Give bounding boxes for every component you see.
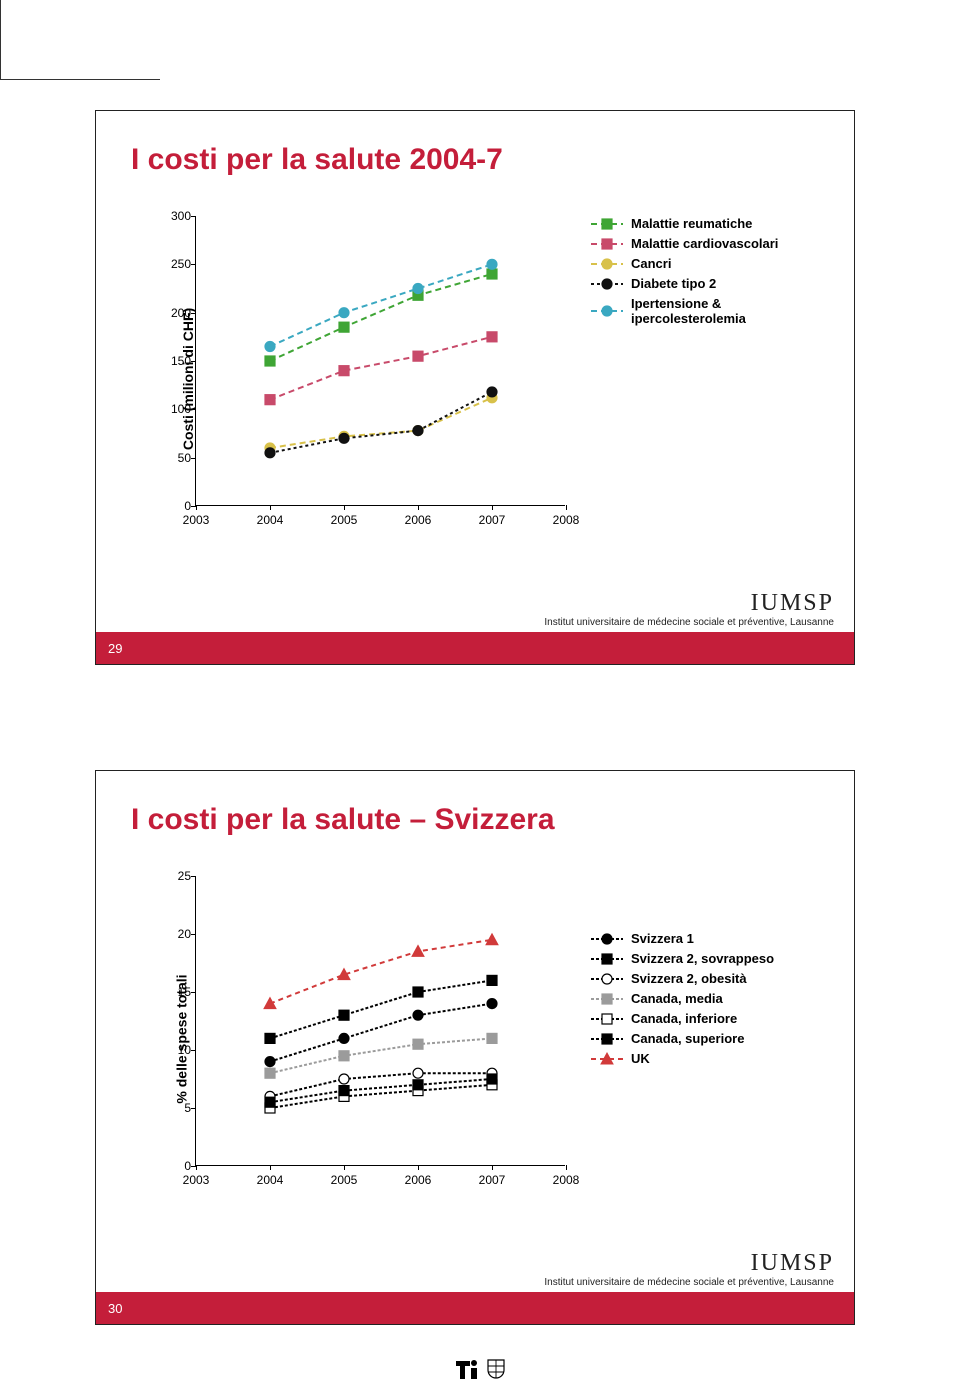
xtick-label: 2005: [331, 1173, 358, 1187]
slide-2: I costi per la salute – Svizzera % delle…: [95, 770, 855, 1325]
legend-label: Cancri: [631, 256, 671, 271]
ytick-label: 250: [156, 257, 191, 271]
xtick-label: 2006: [405, 1173, 432, 1187]
legend-label: Canada, inferiore: [631, 1011, 737, 1026]
slide2-chart: % delle spese totali 0510152025200320042…: [151, 866, 801, 1211]
ytick-label: 300: [156, 209, 191, 223]
legend-label: Svizzera 1: [631, 931, 694, 946]
legend-label: Svizzera 2, obesità: [631, 971, 747, 986]
xtick-label: 2006: [405, 513, 432, 527]
legend-label: Svizzera 2, sovrappeso: [631, 951, 774, 966]
ytick-label: 25: [156, 869, 191, 883]
legend-item: Canada, inferiore: [591, 1011, 801, 1026]
ytick-label: 0: [156, 499, 191, 513]
slide2-number: 30: [108, 1301, 122, 1316]
legend-label: Malattie cardiovascolari: [631, 236, 778, 251]
legend-item: UK: [591, 1051, 801, 1066]
xtick-label: 2007: [479, 513, 506, 527]
legend-item: Malattie cardiovascolari: [591, 236, 801, 251]
legend-item: Svizzera 2, obesità: [591, 971, 801, 986]
ytick-label: 10: [156, 1043, 191, 1057]
slide1-ylabel: Costi (milioni di CHF): [180, 307, 196, 449]
xtick-label: 2008: [553, 1173, 580, 1187]
iumsp-block-2: IUMSP Institut universitaire de médecine…: [544, 1250, 834, 1288]
legend-swatch: [591, 217, 623, 231]
legend-item: Diabete tipo 2: [591, 276, 801, 291]
iumsp-sub: Institut universitaire de médecine socia…: [544, 617, 834, 628]
legend-item: Canada, superiore: [591, 1031, 801, 1046]
slide1-legend: Malattie reumatiche Malattie cardiovasco…: [591, 216, 801, 331]
legend-item: Svizzera 2, sovrappeso: [591, 951, 801, 966]
xtick-label: 2004: [257, 1173, 284, 1187]
legend-item: Canada, media: [591, 991, 801, 1006]
iumsp-logo: IUMSP: [544, 590, 834, 617]
ytick-label: 15: [156, 985, 191, 999]
legend-label: UK: [631, 1051, 650, 1066]
xtick-label: 2003: [183, 1173, 210, 1187]
iumsp-block: IUMSP Institut universitaire de médecine…: [544, 590, 834, 628]
ytick-label: 20: [156, 927, 191, 941]
iumsp-sub-2: Institut universitaire de médecine socia…: [544, 1277, 834, 1288]
ytick-label: 100: [156, 402, 191, 416]
legend-label: Diabete tipo 2: [631, 276, 716, 291]
ytick-label: 5: [156, 1101, 191, 1115]
xtick-label: 2007: [479, 1173, 506, 1187]
legend-item: Svizzera 1: [591, 931, 801, 946]
page-corner-rule: [0, 0, 160, 80]
slide1-plot: 0501001502002503002003200420052006200720…: [195, 216, 565, 506]
slide-1: I costi per la salute 2004-7 Costi (mili…: [95, 110, 855, 665]
slide2-footer-strip: 30: [96, 1292, 854, 1324]
xtick-label: 2008: [553, 513, 580, 527]
legend-swatch: [591, 237, 623, 251]
slide1-chart: Costi (milioni di CHF) 05010015020025030…: [151, 206, 801, 551]
slide2-title: I costi per la salute – Svizzera: [131, 803, 555, 837]
legend-item: Ipertensione & ipercolesterolemia: [591, 296, 801, 326]
ytick-label: 50: [156, 451, 191, 465]
iumsp-logo-2: IUMSP: [544, 1250, 834, 1277]
ytick-label: 150: [156, 354, 191, 368]
slide1-footer-strip: 29: [96, 632, 854, 664]
xtick-label: 2003: [183, 513, 210, 527]
legend-label: Canada, superiore: [631, 1031, 744, 1046]
slide1-title: I costi per la salute 2004-7: [131, 143, 503, 177]
legend-swatch: [591, 257, 623, 271]
legend-swatch: [591, 972, 623, 986]
legend-label: Malattie reumatiche: [631, 216, 752, 231]
legend-swatch: [591, 952, 623, 966]
legend-swatch: [591, 277, 623, 291]
legend-label: Ipertensione & ipercolesterolemia: [631, 296, 801, 326]
slide2-plot: 0510152025200320042005200620072008: [195, 876, 565, 1166]
legend-item: Cancri: [591, 256, 801, 271]
legend-swatch: [591, 1052, 623, 1066]
ytick-label: 200: [156, 306, 191, 320]
slide2-legend: Svizzera 1 Svizzera 2, sovrappeso Svizze…: [591, 931, 801, 1071]
legend-swatch: [591, 932, 623, 946]
ti-logo: [454, 1358, 506, 1382]
legend-swatch: [591, 1032, 623, 1046]
legend-swatch: [591, 304, 623, 318]
ytick-label: 0: [156, 1159, 191, 1173]
xtick-label: 2004: [257, 513, 284, 527]
legend-swatch: [591, 1012, 623, 1026]
legend-item: Malattie reumatiche: [591, 216, 801, 231]
xtick-label: 2005: [331, 513, 358, 527]
legend-swatch: [591, 992, 623, 1006]
slide1-number: 29: [108, 641, 122, 656]
legend-label: Canada, media: [631, 991, 723, 1006]
